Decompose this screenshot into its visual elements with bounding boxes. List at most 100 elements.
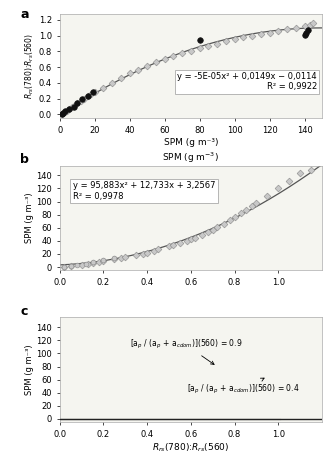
Text: [a$_p$ / (a$_p$ + a$_{cdom}$)](560) = 0.4: [a$_p$ / (a$_p$ + a$_{cdom}$)](560) = 0.… [187, 378, 299, 396]
Point [86, 261, 91, 268]
Point [62, 108, 68, 115]
Point [193, 234, 198, 241]
Point [80, 96, 85, 103]
Point [89, 90, 94, 98]
Point [61, 263, 67, 271]
X-axis label: SPM (g m⁻³): SPM (g m⁻³) [164, 138, 218, 147]
Point [69, 104, 75, 111]
Point [75, 100, 80, 107]
Title: SPM (g m$^{-3}$): SPM (g m$^{-3}$) [162, 151, 219, 165]
Point [61, 109, 66, 117]
Text: y = 95,883x² + 12,733x + 3,2567
R² = 0,9978: y = 95,883x² + 12,733x + 3,2567 R² = 0,9… [73, 181, 215, 201]
Point [90, 259, 95, 266]
Point [249, 202, 255, 210]
Point [83, 260, 89, 267]
Point [197, 44, 202, 52]
Text: a: a [21, 8, 29, 21]
Y-axis label: SPM (g m⁻³): SPM (g m⁻³) [25, 345, 34, 395]
Point [177, 239, 183, 247]
Point [90, 260, 95, 267]
Point [144, 249, 150, 256]
Point [258, 30, 264, 38]
Point [85, 93, 90, 100]
Point [210, 226, 215, 233]
Y-axis label: $R_{rs}$(780):$R_{rs}$(560): $R_{rs}$(780):$R_{rs}$(560) [24, 33, 36, 99]
Point [85, 92, 90, 99]
Point [64, 107, 69, 114]
Point [79, 262, 84, 269]
Point [127, 70, 132, 77]
Point [228, 216, 233, 223]
Point [254, 199, 259, 207]
Point [118, 74, 124, 82]
Point [285, 26, 290, 33]
Point [75, 100, 80, 107]
Point [62, 109, 68, 116]
Point [112, 254, 117, 262]
Point [71, 102, 76, 109]
Point [112, 256, 117, 263]
Point [66, 105, 71, 113]
Point [243, 207, 248, 214]
Point [197, 37, 202, 44]
Text: c: c [21, 305, 28, 318]
Point [304, 29, 309, 36]
Point [61, 109, 66, 117]
Point [238, 210, 244, 217]
Point [92, 89, 97, 96]
Point [305, 26, 311, 34]
Point [302, 23, 307, 30]
Point [276, 185, 281, 192]
Point [162, 56, 167, 63]
Point [276, 27, 281, 35]
Point [59, 110, 64, 117]
Point [265, 192, 270, 200]
Point [199, 232, 205, 239]
Point [101, 257, 106, 264]
Point [59, 110, 64, 117]
Point [206, 229, 211, 236]
Point [118, 254, 124, 262]
Point [123, 254, 128, 261]
Point [136, 66, 141, 73]
Point [110, 79, 115, 87]
Point [68, 262, 73, 270]
Point [214, 223, 220, 231]
Point [232, 214, 237, 221]
Point [223, 38, 228, 45]
Point [214, 40, 220, 47]
Point [249, 32, 255, 39]
Point [155, 246, 161, 253]
Point [75, 262, 80, 269]
X-axis label: $R_{rs}$(780):$R_{rs}$(560): $R_{rs}$(780):$R_{rs}$(560) [152, 442, 230, 454]
Point [66, 105, 71, 113]
Y-axis label: SPM (g m⁻³): SPM (g m⁻³) [25, 192, 34, 243]
Point [140, 250, 145, 257]
Point [133, 252, 139, 259]
Point [311, 20, 316, 27]
Point [61, 263, 67, 270]
Point [293, 24, 298, 31]
Point [153, 59, 159, 66]
Point [241, 34, 246, 41]
Point [188, 47, 194, 54]
Text: b: b [21, 153, 29, 166]
Point [101, 258, 106, 265]
Point [101, 84, 106, 91]
Point [308, 167, 314, 174]
Point [171, 241, 176, 248]
Point [68, 263, 73, 270]
Point [82, 95, 87, 102]
Point [232, 35, 237, 43]
Point [206, 42, 211, 49]
Point [144, 62, 150, 69]
Point [180, 49, 185, 57]
Text: y = -5E-05x² + 0,0149x − 0,0114
R² = 0,9922: y = -5E-05x² + 0,0149x − 0,0114 R² = 0,9… [177, 72, 317, 91]
Point [90, 88, 96, 95]
Point [297, 170, 303, 177]
Point [302, 31, 307, 39]
Point [184, 237, 189, 244]
Point [71, 103, 76, 110]
Point [267, 29, 272, 36]
Point [307, 21, 312, 28]
